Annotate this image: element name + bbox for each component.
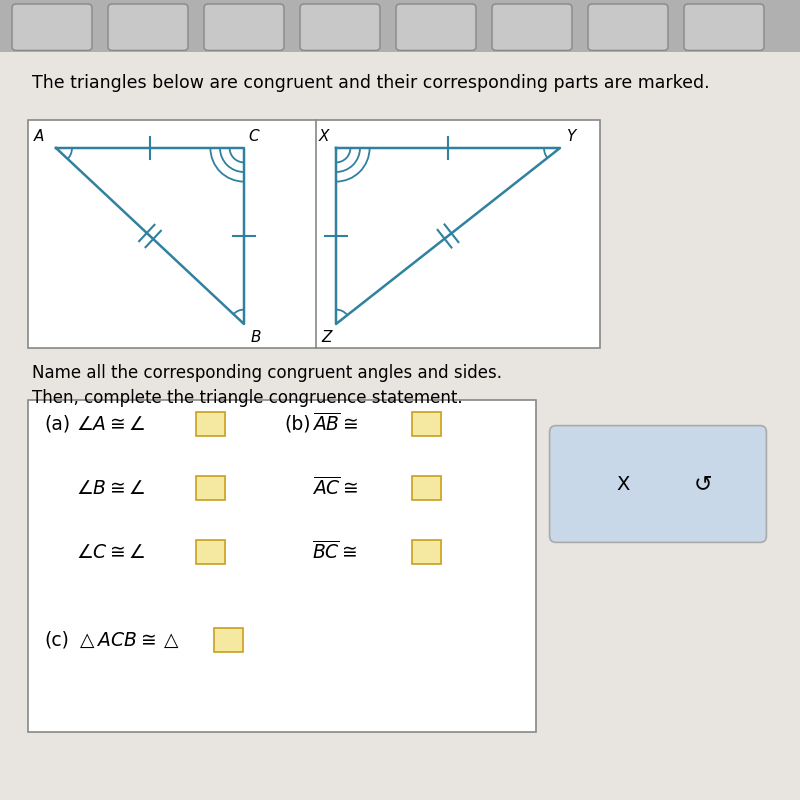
Text: $\angle B \cong \angle$: $\angle B \cong \angle$ — [76, 478, 146, 498]
FancyBboxPatch shape — [196, 412, 225, 436]
FancyBboxPatch shape — [196, 476, 225, 500]
Text: A: A — [34, 129, 44, 144]
FancyBboxPatch shape — [0, 0, 800, 52]
Text: $\overline{BC} \cong$: $\overline{BC} \cong$ — [312, 541, 358, 563]
Text: The triangles below are congruent and their corresponding parts are marked.: The triangles below are congruent and th… — [32, 74, 710, 92]
FancyBboxPatch shape — [12, 4, 92, 50]
FancyBboxPatch shape — [550, 426, 766, 542]
FancyBboxPatch shape — [28, 400, 536, 732]
Text: $\triangle ACB \cong \triangle$: $\triangle ACB \cong \triangle$ — [76, 630, 179, 650]
FancyBboxPatch shape — [412, 412, 441, 436]
FancyBboxPatch shape — [300, 4, 380, 50]
FancyBboxPatch shape — [684, 4, 764, 50]
Text: (a): (a) — [44, 414, 70, 434]
Text: (c): (c) — [44, 630, 69, 650]
FancyBboxPatch shape — [196, 540, 225, 564]
FancyBboxPatch shape — [396, 4, 476, 50]
Text: B: B — [250, 330, 261, 346]
Text: Y: Y — [566, 129, 576, 144]
FancyBboxPatch shape — [0, 52, 800, 800]
Text: Z: Z — [322, 330, 332, 346]
Text: (b): (b) — [284, 414, 310, 434]
FancyBboxPatch shape — [108, 4, 188, 50]
Text: $\angle C \cong \angle$: $\angle C \cong \angle$ — [76, 542, 146, 562]
FancyBboxPatch shape — [28, 120, 600, 348]
Text: ↺: ↺ — [694, 474, 712, 494]
Text: $\angle A \cong \angle$: $\angle A \cong \angle$ — [76, 414, 146, 434]
Text: X: X — [319, 129, 330, 144]
FancyBboxPatch shape — [214, 628, 243, 652]
FancyBboxPatch shape — [412, 476, 441, 500]
FancyBboxPatch shape — [492, 4, 572, 50]
FancyBboxPatch shape — [412, 540, 441, 564]
FancyBboxPatch shape — [204, 4, 284, 50]
Text: $\overline{AC} \cong$: $\overline{AC} \cong$ — [312, 477, 358, 499]
Text: $\overline{AB} \cong$: $\overline{AB} \cong$ — [312, 413, 358, 435]
Text: Name all the corresponding congruent angles and sides.
Then, complete the triang: Name all the corresponding congruent ang… — [32, 364, 502, 407]
Text: C: C — [248, 129, 258, 144]
FancyBboxPatch shape — [588, 4, 668, 50]
Text: X: X — [617, 474, 630, 494]
